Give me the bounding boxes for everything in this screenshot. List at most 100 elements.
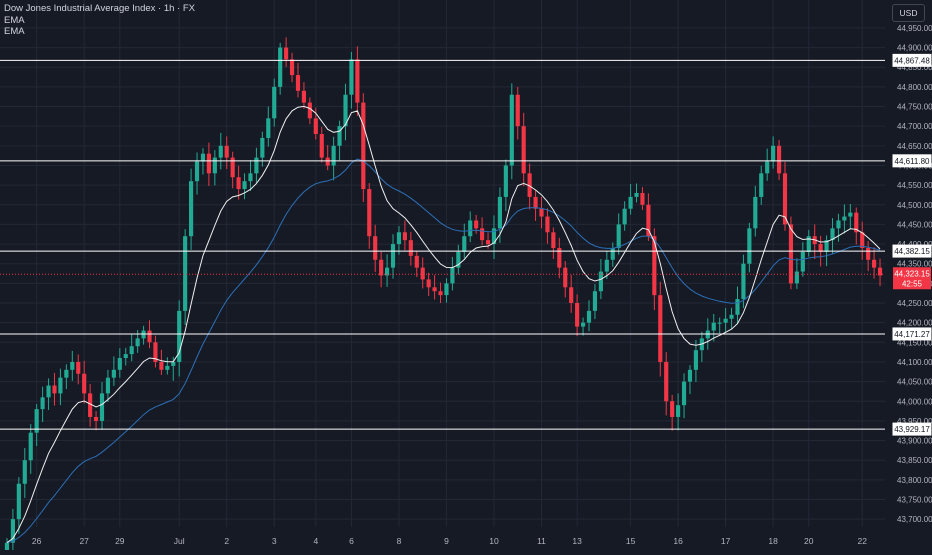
time-tick-label: 22 bbox=[857, 536, 867, 546]
level-price-tag bbox=[892, 154, 932, 168]
time-tick-label: 13 bbox=[572, 536, 582, 546]
time-tick-label: Jul bbox=[174, 536, 185, 546]
candle-body bbox=[747, 228, 752, 264]
ema-slow-line bbox=[6, 158, 881, 544]
candle-body bbox=[46, 385, 51, 398]
candle-body bbox=[34, 409, 39, 433]
candle-body bbox=[212, 157, 217, 174]
candle-body bbox=[254, 157, 259, 174]
candle-body bbox=[367, 189, 372, 237]
price-tick-label: 44,050.00 bbox=[897, 378, 932, 387]
candle-body bbox=[509, 94, 514, 166]
candle-body bbox=[147, 330, 152, 343]
candle-body bbox=[402, 232, 407, 241]
candle-body bbox=[450, 267, 455, 284]
candle-body bbox=[171, 361, 176, 366]
candle-body bbox=[788, 224, 794, 284]
price-tick-label: 44,800.00 bbox=[897, 83, 932, 92]
ema-indicator-2[interactable]: EMA bbox=[4, 26, 25, 37]
candle-body bbox=[776, 145, 782, 174]
candle-body bbox=[527, 173, 532, 197]
time-tick-label: 4 bbox=[313, 536, 318, 546]
candle-body bbox=[52, 385, 57, 394]
candle-body bbox=[771, 145, 776, 162]
candle-body bbox=[123, 354, 128, 359]
candle-body bbox=[854, 212, 859, 233]
candle-body bbox=[88, 393, 93, 417]
candle-body bbox=[741, 263, 746, 300]
candle-body bbox=[93, 416, 99, 421]
candle-body bbox=[842, 216, 847, 221]
current-price-tag bbox=[893, 267, 931, 290]
candle-body bbox=[575, 303, 580, 327]
currency-label: USD bbox=[899, 8, 918, 18]
candle-body bbox=[236, 177, 241, 190]
candle-body bbox=[610, 247, 615, 260]
candle-body bbox=[22, 460, 27, 484]
candle-body bbox=[414, 255, 419, 268]
candle-body bbox=[28, 432, 33, 461]
level-price-tag-label: 44,382.15 bbox=[894, 247, 930, 256]
candle-body bbox=[711, 322, 716, 331]
candle-body bbox=[355, 59, 360, 103]
price-tick-label: 44,350.00 bbox=[897, 260, 932, 269]
candle-body bbox=[420, 267, 425, 280]
currency-button[interactable]: USD bbox=[892, 4, 925, 22]
candle-body bbox=[82, 373, 87, 394]
candle-body bbox=[569, 287, 574, 304]
time-tick-label: 6 bbox=[349, 536, 354, 546]
candle-body bbox=[117, 358, 122, 370]
price-tick-label: 44,950.00 bbox=[897, 24, 932, 33]
candle-body bbox=[462, 236, 467, 252]
candle-body bbox=[432, 287, 437, 292]
candle-body bbox=[313, 118, 318, 135]
candle-body bbox=[390, 244, 396, 268]
horizontal-levels[interactable] bbox=[0, 59, 885, 430]
candle-body bbox=[4, 542, 10, 551]
candle-body bbox=[135, 338, 140, 347]
candle-body bbox=[735, 299, 740, 315]
candle-body bbox=[266, 118, 271, 138]
candle-body bbox=[373, 236, 378, 260]
candle-body bbox=[818, 244, 823, 252]
candle-body bbox=[384, 267, 390, 276]
price-tick-label: 44,400.00 bbox=[897, 240, 932, 249]
candle-body bbox=[278, 47, 283, 87]
candle-body bbox=[183, 236, 188, 311]
candle-body bbox=[468, 220, 473, 237]
time-axis[interactable]: 26 27 29 Jul 2 3 4 6 8 9 10 11 13 15 16 17 18 20 22 bbox=[32, 536, 867, 546]
symbol-title[interactable]: Dow Jones Industrial Average Index · 1h … bbox=[4, 3, 195, 14]
candle-body bbox=[681, 381, 687, 406]
time-tick-label: 20 bbox=[804, 536, 814, 546]
ema-indicator-1[interactable]: EMA bbox=[4, 14, 25, 26]
candle-body bbox=[557, 247, 562, 268]
time-tick-label: 11 bbox=[537, 536, 546, 546]
candle-body bbox=[676, 405, 681, 417]
candle-body bbox=[717, 322, 722, 324]
price-tick-label: 44,450.00 bbox=[897, 220, 932, 229]
time-tick-label: 10 bbox=[489, 536, 499, 546]
candle-body bbox=[284, 47, 289, 60]
candle-body bbox=[58, 377, 63, 394]
candle-body bbox=[563, 267, 568, 288]
ema-fast-line bbox=[6, 105, 881, 544]
candle-body bbox=[129, 346, 134, 355]
candle-body bbox=[866, 247, 871, 260]
price-tick-label: 43,800.00 bbox=[897, 476, 932, 485]
level-price-tag-label: 43,929.17 bbox=[894, 425, 930, 434]
candle-body bbox=[396, 232, 402, 245]
candle-body bbox=[628, 196, 633, 209]
chart-legend: Dow Jones Industrial Average Index · 1h … bbox=[4, 3, 195, 38]
time-tick-label: 3 bbox=[272, 536, 277, 546]
candle-body bbox=[848, 212, 853, 217]
price-tick-label: 44,650.00 bbox=[897, 142, 932, 151]
level-price-tag bbox=[892, 244, 932, 258]
time-tick-label: 8 bbox=[397, 536, 402, 546]
candle-body bbox=[248, 173, 253, 182]
ema-lines bbox=[6, 105, 881, 544]
candle-body bbox=[877, 267, 883, 276]
candle-body bbox=[497, 196, 503, 229]
candle-body bbox=[765, 161, 770, 174]
